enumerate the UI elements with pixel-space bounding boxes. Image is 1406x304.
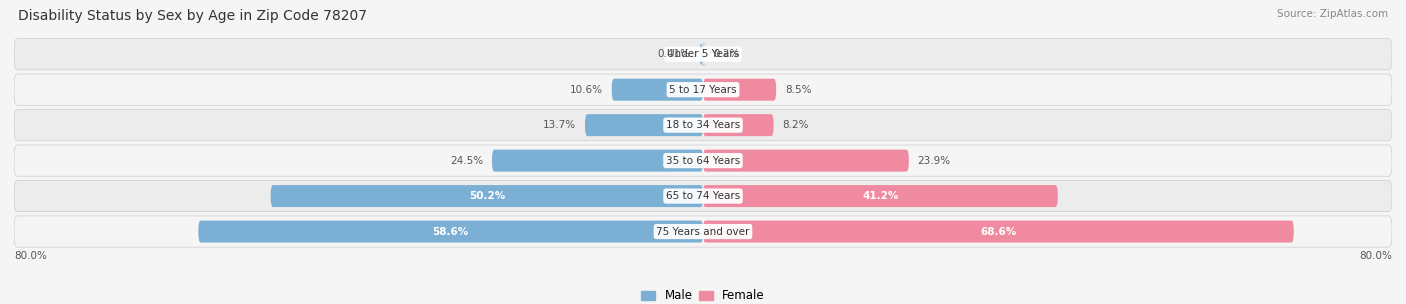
Text: 24.5%: 24.5% [450,156,484,166]
FancyBboxPatch shape [703,79,776,101]
FancyBboxPatch shape [14,39,1392,70]
Text: 8.2%: 8.2% [782,120,808,130]
Text: 10.6%: 10.6% [569,85,603,95]
Text: 18 to 34 Years: 18 to 34 Years [666,120,740,130]
Text: 75 Years and over: 75 Years and over [657,226,749,237]
Text: Source: ZipAtlas.com: Source: ZipAtlas.com [1277,9,1388,19]
Legend: Male, Female: Male, Female [637,285,769,304]
Text: 0.41%: 0.41% [658,49,690,59]
Text: 13.7%: 13.7% [543,120,576,130]
Text: 41.2%: 41.2% [862,191,898,201]
FancyBboxPatch shape [703,150,908,171]
Text: 35 to 64 Years: 35 to 64 Years [666,156,740,166]
FancyBboxPatch shape [585,114,703,136]
Text: 65 to 74 Years: 65 to 74 Years [666,191,740,201]
Text: 80.0%: 80.0% [14,251,46,261]
Text: 68.6%: 68.6% [980,226,1017,237]
Text: Disability Status by Sex by Age in Zip Code 78207: Disability Status by Sex by Age in Zip C… [18,9,367,23]
Text: 8.5%: 8.5% [785,85,811,95]
Text: 5 to 17 Years: 5 to 17 Years [669,85,737,95]
Text: Under 5 Years: Under 5 Years [666,49,740,59]
Text: 0.2%: 0.2% [713,49,740,59]
FancyBboxPatch shape [271,185,703,207]
FancyBboxPatch shape [703,221,1294,243]
Text: 80.0%: 80.0% [1360,251,1392,261]
Text: 58.6%: 58.6% [433,226,468,237]
FancyBboxPatch shape [703,114,773,136]
FancyBboxPatch shape [492,150,703,171]
Text: 50.2%: 50.2% [468,191,505,201]
FancyBboxPatch shape [14,74,1392,105]
FancyBboxPatch shape [198,221,703,243]
Text: 23.9%: 23.9% [918,156,950,166]
FancyBboxPatch shape [14,145,1392,176]
FancyBboxPatch shape [699,43,703,65]
FancyBboxPatch shape [14,216,1392,247]
FancyBboxPatch shape [14,109,1392,141]
FancyBboxPatch shape [14,181,1392,212]
FancyBboxPatch shape [612,79,703,101]
FancyBboxPatch shape [703,185,1057,207]
FancyBboxPatch shape [703,43,706,65]
